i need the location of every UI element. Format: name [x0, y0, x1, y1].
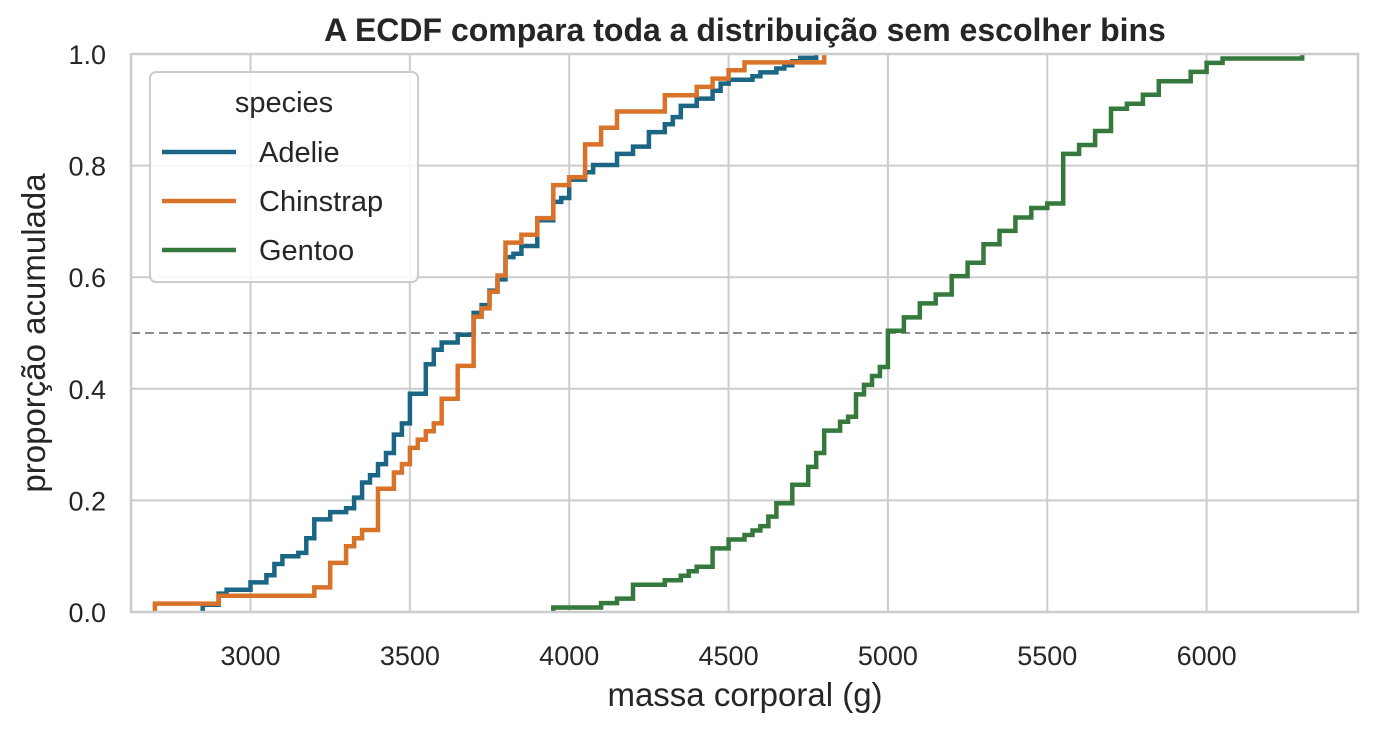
series-layer — [152, 54, 1305, 612]
y-tick-label-0.2: 0.2 — [68, 486, 106, 516]
legend-box — [149, 71, 419, 283]
y-tick-label-1.0: 1.0 — [68, 40, 106, 70]
legend-title: species — [235, 87, 333, 119]
series-gentoo — [551, 54, 1305, 612]
legend-label-gentoo: Gentoo — [259, 235, 354, 267]
x-axis-label: massa corporal (g) — [607, 676, 882, 713]
x-tick-label-4500: 4500 — [699, 641, 759, 671]
x-tick-label-3500: 3500 — [380, 641, 440, 671]
legend-items: Adelie Chinstrap Gentoo — [162, 137, 383, 267]
ecdf-line-chinstrap — [152, 54, 827, 612]
plot-frame — [129, 52, 1360, 614]
x-tick-label-4000: 4000 — [539, 641, 599, 671]
ecdf-line-gentoo — [551, 54, 1305, 612]
x-tick-label-6000: 6000 — [1177, 641, 1237, 671]
legend-item-adelie: Adelie — [162, 137, 340, 169]
legend-label-adelie: Adelie — [259, 137, 340, 169]
legend-label-chinstrap: Chinstrap — [259, 186, 383, 218]
x-tick-label-5000: 5000 — [858, 641, 918, 671]
y-axis-label: proporção acumulada — [15, 173, 52, 493]
legend-item-gentoo: Gentoo — [162, 235, 354, 267]
legend: species Adelie Chinstrap Gentoo — [149, 71, 419, 283]
y-tick-label-0.8: 0.8 — [68, 152, 106, 182]
legend-item-chinstrap: Chinstrap — [162, 186, 383, 218]
y-tick-label-0.6: 0.6 — [68, 263, 106, 293]
x-tick-label-5500: 5500 — [1017, 641, 1077, 671]
chart-title: A ECDF compara toda a distribuição sem e… — [324, 12, 1166, 48]
y-tick-label-0.4: 0.4 — [68, 375, 106, 405]
series-chinstrap — [152, 54, 827, 612]
x-tick-label-3000: 3000 — [220, 641, 280, 671]
y-tick-label-0.0: 0.0 — [68, 598, 106, 628]
tick-layer: 3000 3500 4000 4500 5000 5500 6000 0.0 0.2 0.4 0.6… — [68, 40, 1236, 671]
